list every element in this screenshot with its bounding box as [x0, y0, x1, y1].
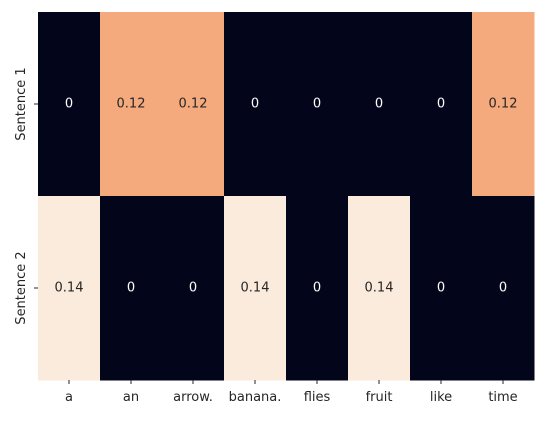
heatmap-cell — [224, 12, 287, 197]
x-tick-label: arrow. — [173, 390, 213, 405]
x-tick-label: fruit — [366, 390, 393, 405]
heatmap-cell — [224, 196, 287, 381]
heatmap-cell — [100, 196, 163, 381]
cell-value-label: 0 — [127, 281, 135, 296]
cell-value-label: 0 — [251, 97, 259, 112]
heatmap-cell — [472, 12, 535, 197]
cell-value-label: 0.12 — [179, 97, 208, 112]
cell-value-label: 0 — [313, 97, 321, 112]
heatmap-cell — [348, 12, 411, 197]
x-tick-label: a — [65, 390, 73, 405]
heatmap-cell-labels: 0 0.12 0.12 0 0 0 0 0.12 0.14 0 0 0.14 0 0.14 0 0 — [55, 97, 518, 296]
heatmap-cells — [38, 12, 535, 381]
y-axis: Sentence 1 Sentence 2 — [14, 67, 38, 325]
cell-value-label: 0 — [65, 97, 73, 112]
cell-value-label: 0 — [375, 97, 383, 112]
x-tick-label: time — [488, 390, 517, 405]
heatmap-cell — [38, 196, 101, 381]
x-tick-label: like — [430, 390, 452, 405]
cell-value-label: 0 — [499, 281, 507, 296]
y-tick-label: Sentence 1 — [14, 67, 29, 140]
heatmap-cell — [348, 196, 411, 381]
cell-value-label: 0 — [313, 281, 321, 296]
cell-value-label: 0.12 — [489, 97, 518, 112]
x-tick-label: flies — [304, 390, 331, 405]
x-axis: a an arrow. banana. flies fruit like time — [65, 380, 518, 405]
heatmap-cell — [38, 12, 101, 197]
cell-value-label: 0 — [437, 281, 445, 296]
y-tick-label: Sentence 2 — [14, 251, 29, 324]
heatmap-cell — [162, 12, 225, 197]
heatmap-cell — [472, 196, 535, 381]
heatmap-cell — [286, 12, 349, 197]
heatmap-cell — [100, 12, 163, 197]
heatmap-cell — [162, 196, 225, 381]
heatmap-cell — [286, 196, 349, 381]
x-tick-label: banana. — [229, 390, 282, 405]
cell-value-label: 0 — [189, 281, 197, 296]
cell-value-label: 0.12 — [117, 97, 146, 112]
cell-value-label: 0 — [437, 97, 445, 112]
x-tick-label: an — [123, 390, 139, 405]
cell-value-label: 0.14 — [241, 281, 270, 296]
cell-value-label: 0.14 — [365, 281, 394, 296]
heatmap-cell — [410, 12, 473, 197]
cell-value-label: 0.14 — [55, 281, 84, 296]
heatmap-cell — [410, 196, 473, 381]
